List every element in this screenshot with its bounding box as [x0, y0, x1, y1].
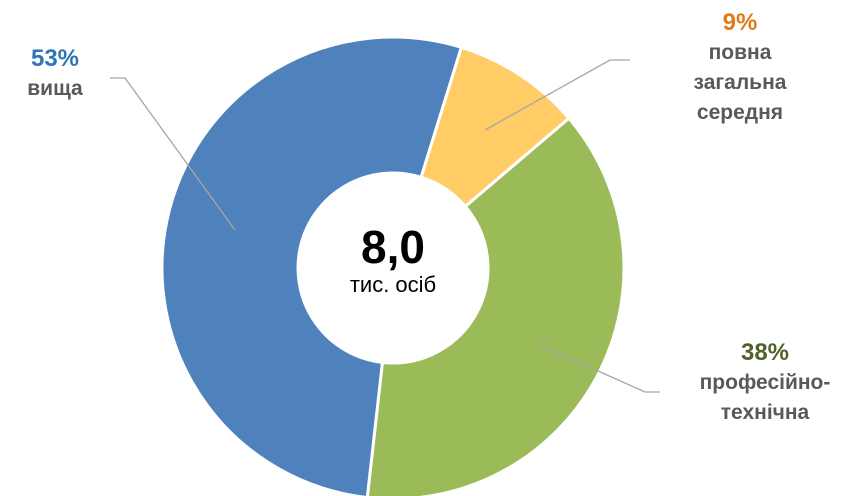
leader-line — [484, 59, 630, 131]
category-label: професійно-технічна — [699, 371, 831, 424]
slice-label: 38% професійно-технічна — [670, 338, 854, 428]
category-label: повна загальна середня — [693, 41, 787, 124]
value-label: 38% — [740, 339, 790, 366]
value-label: 9% — [722, 9, 758, 36]
total-unit: тис. осіб — [349, 272, 437, 297]
value-label: 53% — [30, 45, 80, 72]
total: 8,0 — [361, 221, 425, 273]
leader-line — [539, 344, 660, 393]
leader-line — [110, 77, 236, 231]
center-label: 8,0 тис. осіб — [350, 222, 436, 298]
donut-slice — [160, 35, 464, 496]
slice-label: 53% вища — [0, 44, 115, 104]
category-label: вища — [27, 77, 83, 100]
donut-slice — [365, 116, 626, 496]
slice-label: 9% повна загальна середня — [665, 8, 815, 128]
